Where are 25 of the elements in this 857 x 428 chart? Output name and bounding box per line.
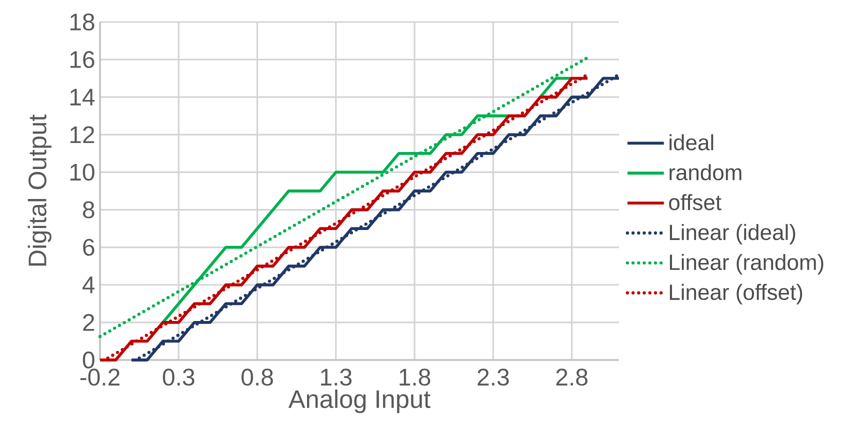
legend-label: Linear (random)	[670, 254, 824, 274]
y-tick-label: 6	[83, 238, 94, 256]
x-tick-label: 0.8	[242, 368, 273, 386]
legend-label: Linear (ideal)	[670, 224, 796, 245]
y-axis-title: Digital Output	[28, 114, 52, 266]
x-tick-label: 0.3	[162, 368, 194, 386]
x-axis-title: Analog Input	[288, 390, 430, 414]
y-tick-label: 12	[70, 126, 94, 144]
y-tick-label: 0	[82, 351, 94, 368]
y-tick-label: 4	[82, 276, 95, 294]
legend-label: offset	[669, 194, 722, 210]
y-tick-label: 18	[70, 13, 94, 30]
y-tick-label: 16	[70, 51, 94, 68]
y-tick-label: 14	[70, 88, 95, 106]
x-tick-label: 1.3	[321, 368, 352, 386]
y-tick-label: 10	[70, 164, 94, 181]
x-tick-label: 2.3	[478, 368, 509, 386]
x-tick-label: -0.2	[80, 368, 120, 386]
legend-label: random	[670, 164, 742, 180]
x-tick-label: 2.8	[556, 368, 588, 386]
y-tick-label: 2	[83, 314, 94, 331]
x-tick-label: 1.8	[400, 368, 430, 386]
legend-label: ideal	[670, 134, 714, 150]
y-tick-label: 8	[83, 201, 94, 218]
legend-label: Linear (offset)	[670, 284, 802, 304]
